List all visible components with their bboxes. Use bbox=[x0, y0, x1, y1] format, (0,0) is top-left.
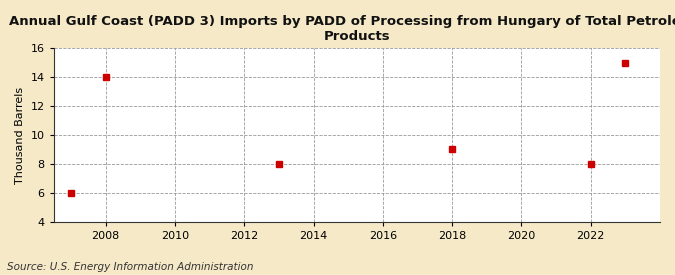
Title: Annual Gulf Coast (PADD 3) Imports by PADD of Processing from Hungary of Total P: Annual Gulf Coast (PADD 3) Imports by PA… bbox=[9, 15, 675, 43]
Y-axis label: Thousand Barrels: Thousand Barrels bbox=[15, 86, 25, 184]
Text: Source: U.S. Energy Information Administration: Source: U.S. Energy Information Administ… bbox=[7, 262, 253, 272]
